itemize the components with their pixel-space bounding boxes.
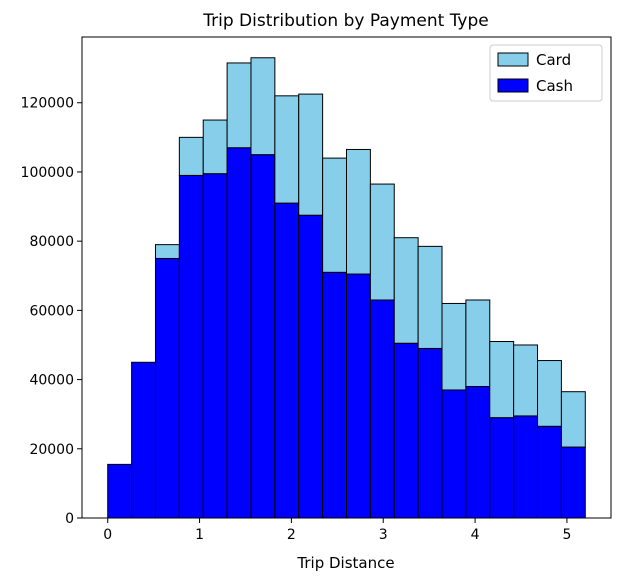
bar-card [489,341,515,419]
bar-card [537,360,562,427]
bar-card [393,237,419,344]
y-tick-label: 80000 [29,234,74,250]
x-tick-label: 5 [562,527,571,543]
x-tick-label: 1 [195,527,204,543]
x-tick-label: 4 [471,527,480,543]
legend-swatch-cash [497,78,529,93]
bar-cash [441,389,467,519]
bar-cash [298,214,324,519]
y-tick-label: 40000 [29,373,74,389]
y-tick-label: 60000 [29,303,74,319]
bar-cash [369,299,395,519]
legend-label-card: Card [536,51,571,69]
bar-cash [178,174,204,519]
bar-card [226,62,252,149]
y-tick-label: 100000 [21,165,74,181]
legend-label-cash: Cash [536,77,573,95]
bar-cash [131,361,156,519]
y-tick-label: 120000 [21,96,74,112]
bar-card [369,183,395,301]
bar-cash [465,386,491,519]
legend-swatch-card [497,52,529,67]
bar-cash [154,257,180,519]
bar-card [441,302,467,391]
bar-cash [202,173,228,519]
bar-card [178,136,204,176]
bars-group [107,57,586,519]
bar-cash [274,202,300,519]
y-axis: 0 20000 40000 60000 80000 100000 120000 [21,96,82,527]
x-tick-label: 3 [379,527,388,543]
bar-cash [417,347,443,519]
bar-cash [513,415,539,519]
bar-cash [346,273,371,519]
bar-card [154,244,180,259]
y-tick-label: 0 [65,511,74,527]
legend: Card Cash [489,44,603,102]
bar-card [274,95,300,204]
x-axis: 0 1 2 3 4 5 [103,518,571,543]
bar-cash [537,425,562,519]
bar-card [298,93,324,216]
bar-cash [107,463,133,519]
bar-cash [226,147,252,519]
x-tick-label: 2 [287,527,296,543]
bar-card [465,299,491,388]
bar-card [560,391,586,448]
bar-cash [489,417,515,519]
bar-cash [322,271,347,519]
bar-card [417,245,443,349]
bar-card [322,157,347,273]
x-tick-label: 0 [103,527,112,543]
bar-cash [393,342,419,519]
bar-card [202,119,228,175]
bar-card [513,344,539,417]
bar-cash [250,154,276,519]
y-tick-label: 20000 [29,442,74,458]
chart-title: Trip Distribution by Payment Type [202,11,489,31]
x-axis-title: Trip Distance [296,554,394,572]
plot-frame [81,36,612,519]
bar-card [346,148,371,275]
bar-card [250,57,276,156]
bar-cash [560,446,586,519]
